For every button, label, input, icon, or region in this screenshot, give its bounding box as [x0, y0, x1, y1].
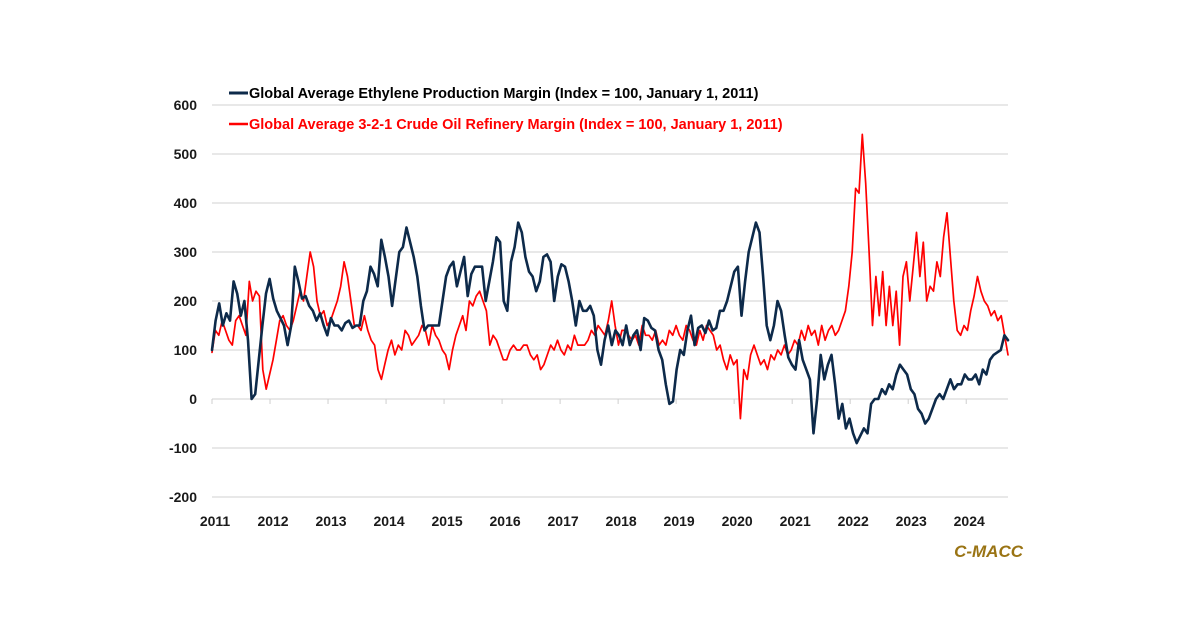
- y-tick-label: 100: [174, 342, 198, 358]
- x-tick-label: 2021: [780, 513, 811, 529]
- legend-item-ethylene: Global Average Ethylene Production Margi…: [229, 86, 759, 102]
- x-tick-label: 2020: [722, 513, 753, 529]
- x-tick-label: 2023: [896, 513, 927, 529]
- x-tick-label: 2011: [200, 513, 231, 529]
- y-tick-label: 200: [174, 293, 198, 309]
- y-axis-labels: 600 500 400 300 200 100 0 -100 -200: [169, 97, 197, 505]
- legend-label-refinery: Global Average 3-2-1 Crude Oil Refinery …: [249, 117, 783, 133]
- y-tick-label: 300: [174, 244, 198, 260]
- x-tick-label: 2012: [257, 513, 288, 529]
- x-axis-ticks: [211, 399, 967, 404]
- x-tick-label: 2018: [606, 513, 637, 529]
- x-tick-label: 2016: [490, 513, 521, 529]
- y-tick-label: 400: [174, 195, 198, 211]
- y-tick-label: -100: [169, 440, 197, 456]
- y-tick-label: -200: [169, 489, 197, 505]
- x-tick-label: 2022: [838, 513, 869, 529]
- series-line-ethylene: [210, 221, 1010, 445]
- x-tick-label: 2013: [315, 513, 346, 529]
- y-tick-label: 600: [174, 97, 198, 113]
- x-tick-label: 2017: [548, 513, 579, 529]
- series-line-refinery: [211, 133, 1009, 420]
- y-tick-label: 500: [174, 146, 198, 162]
- x-tick-label: 2014: [373, 513, 404, 529]
- gridlines: [212, 104, 1008, 498]
- legend: Global Average Ethylene Production Margi…: [229, 86, 783, 133]
- legend-label-ethylene: Global Average Ethylene Production Margi…: [249, 86, 759, 102]
- x-tick-label: 2024: [954, 513, 985, 529]
- source-watermark: C-MACC: [954, 542, 1024, 561]
- x-tick-label: 2019: [664, 513, 695, 529]
- y-tick-label: 0: [189, 391, 197, 407]
- x-tick-label: 2015: [431, 513, 462, 529]
- series-lines: [210, 133, 1010, 445]
- x-axis-labels: 2011 2012 2013 2014 2015 2016 2017 2018 2019 2020…: [200, 513, 985, 529]
- legend-item-refinery: Global Average 3-2-1 Crude Oil Refinery …: [229, 117, 783, 133]
